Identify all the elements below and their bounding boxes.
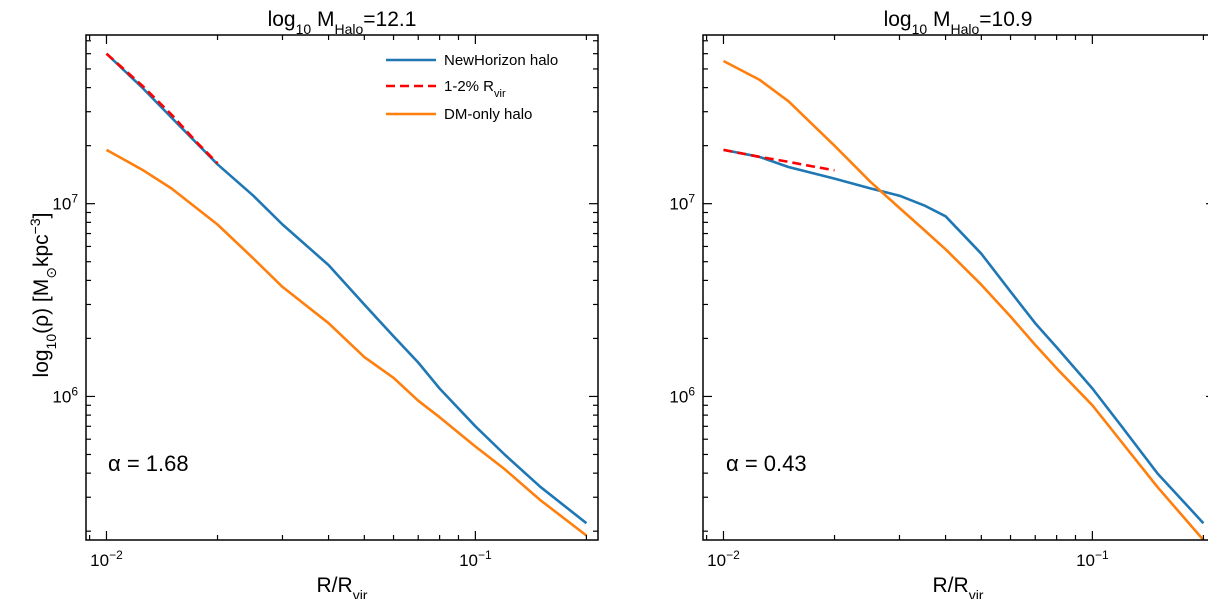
y-tick-label: 106 xyxy=(669,384,695,406)
panel-right-title: log10 MHalo=10.9 xyxy=(884,8,1033,37)
plot-frame xyxy=(702,34,1208,541)
y-tick-label: 107 xyxy=(52,192,78,214)
panel-left: log10 MHalo=12.1 log10(ρ) [M⊙kpc−3] R/Rv… xyxy=(27,8,599,599)
y-tick-label: 107 xyxy=(669,192,695,214)
panel-right-alpha-annotation: α = 0.43 xyxy=(726,451,807,476)
panel-left-x-axis-label: R/Rvir xyxy=(317,574,368,599)
series-dm-only-halo xyxy=(105,148,588,537)
legend-label-newhorizon: NewHorizon halo xyxy=(444,52,558,69)
panel-left-alpha-annotation: α = 1.68 xyxy=(108,451,189,476)
series-dm-only-halo xyxy=(722,59,1205,540)
x-tick-label: 10−1 xyxy=(459,548,492,570)
panel-right-x-axis-label: R/Rvir xyxy=(933,574,984,599)
y-axis-label: log10(ρ) [M⊙kpc−3] xyxy=(27,213,59,378)
legend-label-1-2pct-rvir: 1-2% Rvir xyxy=(444,78,506,100)
legend-label-dm-only: DM-only halo xyxy=(444,106,532,123)
y-tick-label: 106 xyxy=(52,384,78,406)
legend: NewHorizon halo 1-2% Rvir DM-only halo xyxy=(386,52,558,123)
panel-right: log10 MHalo=10.9 R/Rvir α = 0.43 10−2 10−… xyxy=(669,8,1208,599)
series-newhorizon-halo xyxy=(723,148,1205,525)
series-1-2pct-rvir-fit xyxy=(723,148,835,172)
panel-left-title: log10 MHalo=12.1 xyxy=(268,8,417,37)
x-tick-label: 10−2 xyxy=(707,548,740,570)
plot-frame xyxy=(85,34,599,541)
x-tick-label: 10−1 xyxy=(1076,548,1109,570)
series-1-2pct-rvir-fit xyxy=(105,52,219,165)
x-tick-label: 10−2 xyxy=(90,548,123,570)
